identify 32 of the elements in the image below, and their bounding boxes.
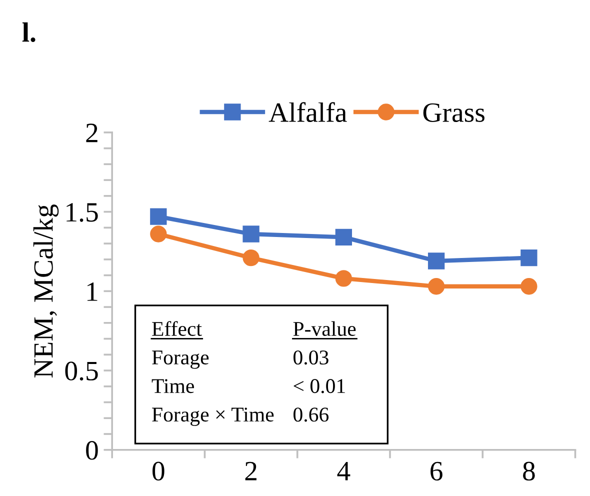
x-tick-label: 4 (337, 462, 350, 480)
point (150, 208, 167, 225)
annotation: 0.03 (294, 350, 328, 365)
point (428, 278, 445, 295)
y-tick-label: 1.5 (66, 203, 98, 222)
x-tick-label: 6 (430, 462, 442, 481)
annotation: Forage × Time (152, 408, 274, 426)
chart-title: l. (22, 22, 36, 42)
y-tick-label: 2 (86, 124, 98, 142)
y-tick-label: 0.5 (65, 362, 98, 381)
point (335, 228, 352, 246)
point (335, 270, 352, 287)
y-tick-label: 1 (87, 282, 98, 301)
point (150, 226, 167, 242)
annotation: P-value (293, 321, 356, 336)
point (428, 252, 445, 270)
x-tick-label: 0 (152, 462, 164, 481)
annotation: Time (152, 379, 194, 394)
annotation: Effect (152, 321, 202, 336)
point (520, 249, 538, 266)
y-axis-title: NEM, MCal/kg (33, 204, 59, 378)
x-tick-label: 8 (523, 462, 535, 481)
legend-label: Alfalfa (268, 102, 347, 122)
point (242, 249, 260, 266)
annotation: Forage (152, 350, 209, 369)
point (242, 226, 260, 242)
annotation: < 0.01 (294, 379, 345, 394)
annotation: 0.66 (294, 408, 329, 422)
point (520, 278, 538, 295)
x-tick-label: 2 (245, 462, 256, 480)
legend-label: Grass (423, 103, 484, 122)
y-tick-label: 0 (86, 441, 98, 460)
